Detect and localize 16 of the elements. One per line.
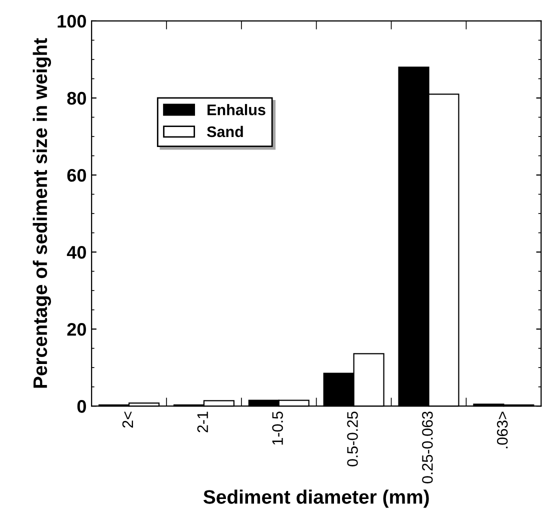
x-tick-label: 2< — [122, 412, 133, 428]
x-tick-label: 0.25-0.063 — [422, 412, 433, 484]
y-axis-title: Percentage of sediment size in weight — [32, 38, 52, 388]
x-tick-label: .063> — [496, 412, 508, 448]
x-tick-label: 0.5-0.25 — [347, 412, 358, 466]
x-tick-label: 2-1 — [197, 412, 208, 432]
y-tick-label: 100 — [58, 14, 86, 28]
x-axis-title: Sediment diameter (mm) — [203, 490, 429, 508]
legend-label: Sand — [206, 126, 243, 138]
y-tick-label: 80 — [67, 92, 86, 105]
x-tick-label: 1-0.5 — [272, 412, 283, 445]
y-tick-label: 20 — [67, 323, 86, 336]
y-tick-label: 0 — [77, 400, 86, 413]
legend-label: Enhalus — [208, 104, 266, 116]
y-tick-label: 60 — [67, 168, 86, 182]
y-tick-label: 40 — [66, 246, 86, 259]
